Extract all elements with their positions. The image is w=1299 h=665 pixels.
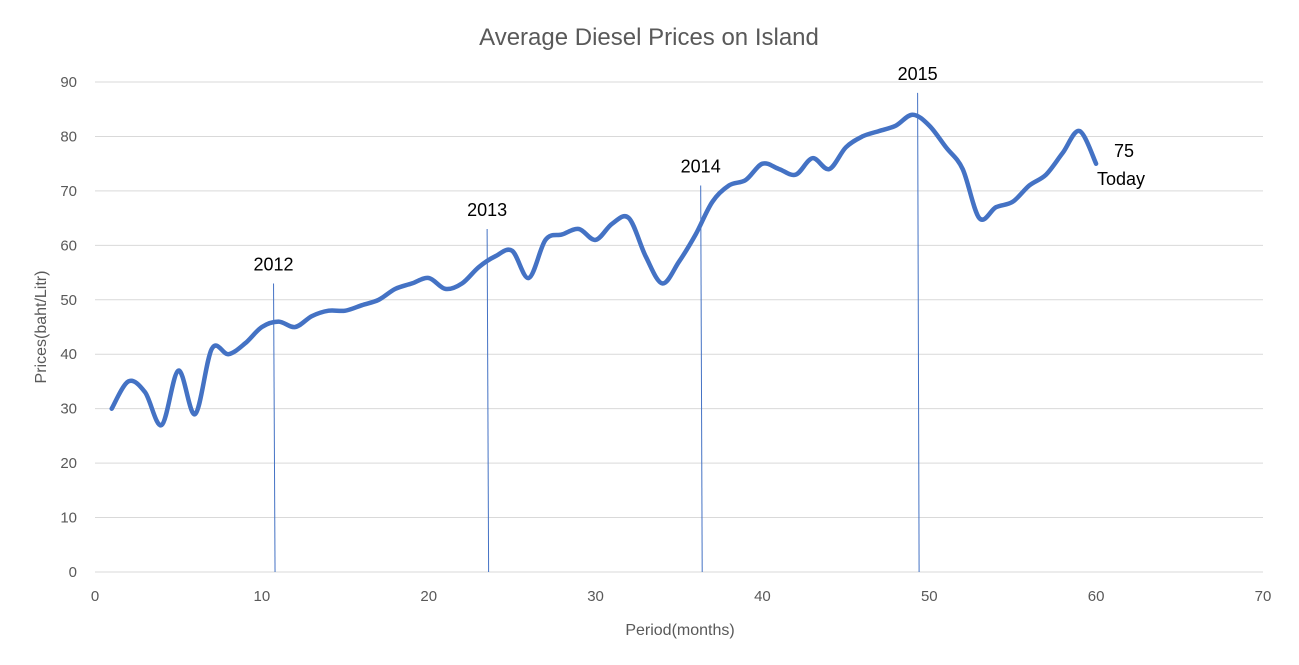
year-marker-label: 2013 xyxy=(467,200,507,220)
y-tick-label: 60 xyxy=(60,237,77,254)
year-marker-label: 2012 xyxy=(254,254,294,274)
price-series-line xyxy=(109,112,1099,428)
year-markers: 2012 2013 2014 2015 xyxy=(254,64,938,573)
x-tick-label: 20 xyxy=(420,588,437,605)
x-tick-label: 60 xyxy=(1088,588,1105,605)
series-layer xyxy=(109,112,1099,428)
year-marker-line xyxy=(273,283,276,573)
y-tick-label: 40 xyxy=(60,346,77,363)
y-tick-label: 20 xyxy=(60,455,77,472)
x-tick-label: 0 xyxy=(91,588,99,605)
year-marker-label: 2014 xyxy=(681,156,721,176)
year-marker-line xyxy=(700,185,703,573)
y-tick-label: 70 xyxy=(60,183,77,200)
year-marker-line xyxy=(486,228,490,573)
x-axis-ticks: 0 10 20 30 40 50 60 70 xyxy=(91,588,1272,605)
chart-title: Average Diesel Prices on Island xyxy=(479,24,819,51)
y-axis-ticks: 0 10 20 30 40 50 60 70 80 90 xyxy=(60,74,77,581)
x-tick-label: 10 xyxy=(254,588,271,605)
y-tick-label: 10 xyxy=(60,510,77,527)
gridlines xyxy=(95,81,1263,573)
year-marker-line xyxy=(917,92,920,573)
year-marker-label: 2015 xyxy=(898,64,938,84)
end-today-label: Today xyxy=(1097,169,1145,189)
x-axis-title: Period(months) xyxy=(625,622,734,639)
y-tick-label: 0 xyxy=(69,564,77,581)
x-tick-label: 30 xyxy=(587,588,604,605)
y-axis-title: Prices(baht/Litr) xyxy=(33,271,50,384)
y-tick-label: 30 xyxy=(60,401,77,418)
y-tick-label: 90 xyxy=(60,74,77,91)
y-tick-label: 80 xyxy=(60,128,77,145)
x-tick-label: 70 xyxy=(1255,588,1272,605)
x-tick-label: 50 xyxy=(921,588,938,605)
x-tick-label: 40 xyxy=(754,588,771,605)
end-value-label: 75 xyxy=(1114,141,1134,161)
y-tick-label: 50 xyxy=(60,292,77,309)
